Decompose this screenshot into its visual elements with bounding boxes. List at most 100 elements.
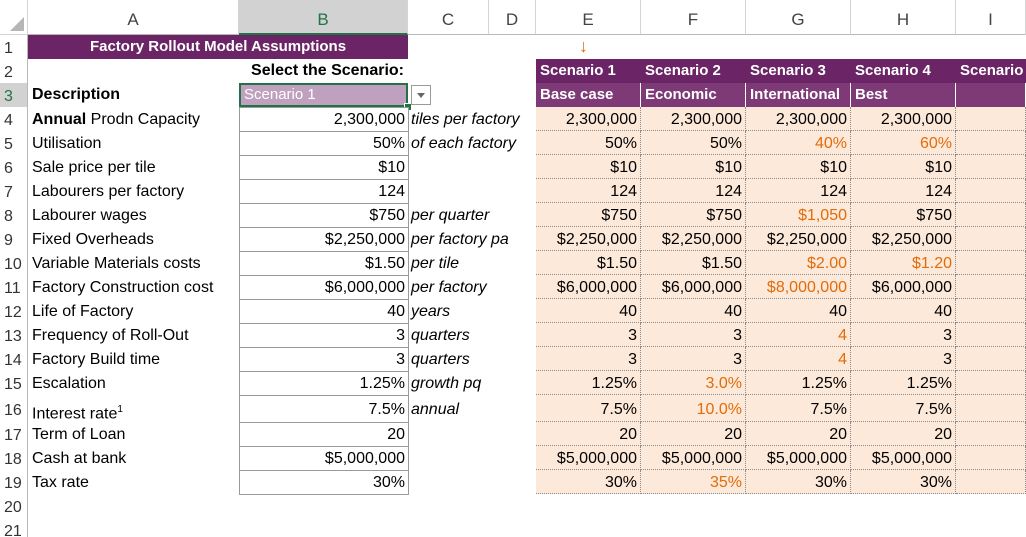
row-header-14[interactable]: 14	[0, 347, 28, 371]
scenario-value-cell[interactable]: 40%	[746, 131, 851, 155]
scenario-value-cell[interactable]: 1.25%	[536, 371, 641, 395]
scenario-value-cell[interactable]	[956, 470, 1026, 494]
scenario-value-cell[interactable]: $1.20	[851, 251, 956, 275]
scenario-value-cell[interactable]	[956, 227, 1026, 251]
scenario-label-header[interactable]: Best	[851, 83, 956, 107]
scenario-value-cell[interactable]: $1,050	[746, 203, 851, 227]
scenario-value-cell[interactable]: $2,250,000	[746, 227, 851, 251]
unit-cell[interactable]	[408, 446, 536, 470]
value-cell[interactable]: $750	[239, 203, 409, 228]
scenario-value-cell[interactable]: 20	[746, 422, 851, 446]
value-cell[interactable]: 3	[239, 347, 409, 372]
scenario-value-cell[interactable]	[956, 203, 1026, 227]
scenario-value-cell[interactable]	[956, 422, 1026, 446]
row-header-2[interactable]: 2	[0, 59, 28, 83]
row-header-20[interactable]: 20	[0, 494, 28, 518]
scenario-value-cell[interactable]: 40	[641, 299, 746, 323]
unit-cell[interactable]	[408, 470, 536, 494]
column-header-h[interactable]: H	[851, 0, 956, 35]
row-header-1[interactable]: 1	[0, 35, 28, 59]
scenario-name-header[interactable]: Scenario 1	[536, 59, 641, 83]
unit-cell[interactable]: quarters	[411, 327, 470, 344]
scenario-value-cell[interactable]: 3	[641, 323, 746, 347]
scenario-value-cell[interactable]	[956, 131, 1026, 155]
scenario-value-cell[interactable]: 124	[641, 179, 746, 203]
scenario-label-header[interactable]: Base case	[536, 83, 641, 107]
row-header-9[interactable]: 9	[0, 227, 28, 251]
value-cell[interactable]: 7.5%	[239, 395, 409, 423]
row-header-7[interactable]: 7	[0, 179, 28, 203]
column-header-g[interactable]: G	[746, 0, 851, 35]
value-cell[interactable]: 50%	[239, 131, 409, 156]
scenario-value-cell[interactable]: 20	[641, 422, 746, 446]
description-cell[interactable]: Fixed Overheads	[28, 227, 239, 251]
scenario-value-cell[interactable]: 2,300,000	[536, 107, 641, 131]
scenario-value-cell[interactable]: $2.00	[746, 251, 851, 275]
description-cell[interactable]: Factory Construction cost	[28, 275, 239, 299]
value-cell[interactable]: 124	[239, 179, 409, 204]
row-header-12[interactable]: 12	[0, 299, 28, 323]
scenario-value-cell[interactable]: 60%	[851, 131, 956, 155]
scenario-value-cell[interactable]: 3	[851, 323, 956, 347]
row-header-18[interactable]: 18	[0, 446, 28, 470]
scenario-label-header[interactable]: Economic	[641, 83, 746, 107]
row-header-10[interactable]: 10	[0, 251, 28, 275]
row-header-15[interactable]: 15	[0, 371, 28, 395]
unit-cell[interactable]: per factory pa	[411, 231, 509, 248]
row-header-19[interactable]: 19	[0, 470, 28, 494]
scenario-value-cell[interactable]: 4	[746, 347, 851, 371]
select-scenario-label[interactable]: Select the Scenario:	[251, 62, 404, 79]
scenario-value-cell[interactable]: 2,300,000	[641, 107, 746, 131]
select-all-corner[interactable]	[0, 0, 28, 35]
column-header-a[interactable]: A	[28, 0, 239, 35]
scenario-value-cell[interactable]: 3	[641, 347, 746, 371]
description-header[interactable]: Description	[32, 86, 121, 103]
scenario-value-cell[interactable]: 2,300,000	[851, 107, 956, 131]
row-header-5[interactable]: 5	[0, 131, 28, 155]
scenario-value-cell[interactable]: 3	[536, 323, 641, 347]
description-cell[interactable]: Annual Prodn Capacity	[28, 107, 239, 131]
scenario-value-cell[interactable]: 35%	[641, 470, 746, 494]
description-cell[interactable]: Labourer wages	[28, 203, 239, 227]
scenario-value-cell[interactable]	[956, 371, 1026, 395]
scenario-value-cell[interactable]: 124	[536, 179, 641, 203]
scenario-value-cell[interactable]: 30%	[536, 470, 641, 494]
scenario-value-cell[interactable]: 40	[746, 299, 851, 323]
description-cell[interactable]: Labourers per factory	[28, 179, 239, 203]
row-header-6[interactable]: 6	[0, 155, 28, 179]
scenario-value-cell[interactable]: $5,000,000	[851, 446, 956, 470]
value-cell[interactable]: $10	[239, 155, 409, 180]
description-cell[interactable]: Factory Build time	[28, 347, 239, 371]
scenario-value-cell[interactable]: $750	[641, 203, 746, 227]
column-header-c[interactable]: C	[408, 0, 489, 35]
scenario-value-cell[interactable]: $5,000,000	[641, 446, 746, 470]
scenario-value-cell[interactable]	[956, 179, 1026, 203]
scenario-value-cell[interactable]	[956, 107, 1026, 131]
unit-cell[interactable]: years	[411, 303, 451, 320]
row-header-8[interactable]: 8	[0, 203, 28, 227]
scenario-value-cell[interactable]: 124	[851, 179, 956, 203]
scenario-value-cell[interactable]: 50%	[536, 131, 641, 155]
scenario-value-cell[interactable]: $10	[536, 155, 641, 179]
scenario-value-cell[interactable]: 7.5%	[746, 395, 851, 422]
description-cell[interactable]: Cash at bank	[28, 446, 239, 470]
value-cell[interactable]: 1.25%	[239, 371, 409, 396]
scenario-value-cell[interactable]	[956, 323, 1026, 347]
scenario-name-header[interactable]: Scenario 3	[746, 59, 851, 83]
unit-cell[interactable]: per quarter	[411, 207, 490, 224]
scenario-value-cell[interactable]	[956, 395, 1026, 422]
unit-cell[interactable]	[408, 155, 536, 179]
column-header-b[interactable]: B	[239, 0, 408, 35]
scenario-value-cell[interactable]: $6,000,000	[851, 275, 956, 299]
scenario-value-cell[interactable]: 4	[746, 323, 851, 347]
scenario-label-header[interactable]	[956, 83, 1026, 107]
row-header-4[interactable]: 4	[0, 107, 28, 131]
scenario-value-cell[interactable]: 20	[851, 422, 956, 446]
scenario-value-cell[interactable]: 3	[851, 347, 956, 371]
unit-cell[interactable]: growth pq	[411, 375, 482, 392]
unit-cell[interactable]: quarters	[411, 351, 470, 368]
scenario-value-cell[interactable]: 1.25%	[851, 371, 956, 395]
scenario-value-cell[interactable]: $10	[641, 155, 746, 179]
scenario-value-cell[interactable]: 30%	[851, 470, 956, 494]
